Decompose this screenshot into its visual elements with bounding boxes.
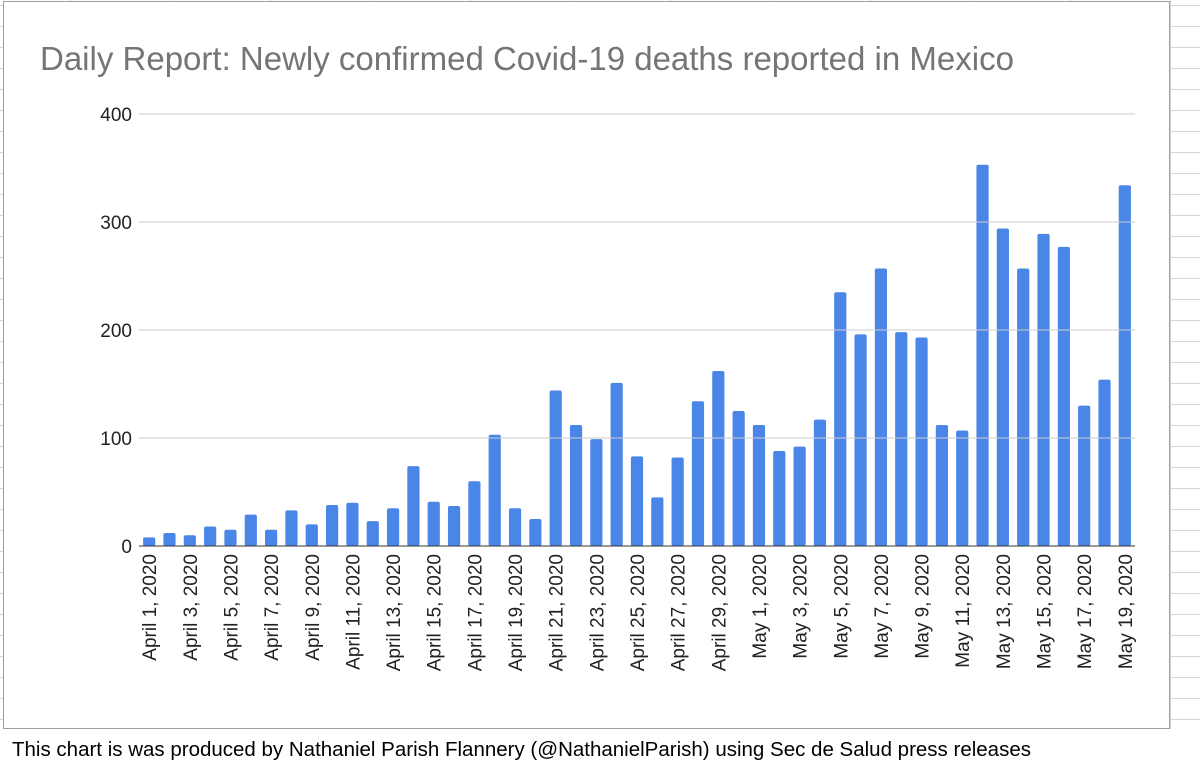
bar[interactable]: May 4, 2020: 117 [813, 419, 827, 546]
x-tick-label: May 7, 2020 [872, 554, 893, 659]
bar[interactable]: April 11, 2020: 40 [346, 502, 359, 546]
x-tick-label: April 1, 2020 [140, 554, 161, 661]
x-tick-label: May 5, 2020 [831, 554, 852, 659]
x-tick-label: April 11, 2020 [343, 554, 364, 670]
x-tick-label: April 7, 2020 [262, 554, 283, 661]
x-tick-label: April 21, 2020 [547, 554, 568, 671]
x-tick-label: April 15, 2020 [425, 554, 446, 671]
bar[interactable]: April 14, 2020: 74 [407, 466, 420, 546]
bar[interactable]: April 9, 2020: 20 [305, 524, 318, 546]
x-tick-label: April 23, 2020 [587, 554, 608, 671]
bar[interactable]: April 26, 2020: 45 [651, 497, 664, 546]
x-tick-label: April 3, 2020 [181, 554, 202, 661]
bar[interactable]: April 8, 2020: 33 [285, 510, 298, 546]
bar[interactable]: May 14, 2020: 257 [1017, 268, 1030, 546]
y-tick-label: 100 [100, 429, 132, 450]
chart-plot: April 1, 2020: 8 April 2, 2020: 12 April 3… [100, 105, 1137, 671]
bar[interactable]: May 2, 2020: 88 [773, 450, 786, 546]
bar[interactable]: April 19, 2020: 35 [508, 508, 522, 546]
y-tick-label: 300 [100, 213, 132, 234]
bar[interactable]: May 8, 2020: 198 [895, 332, 908, 546]
bar[interactable]: May 16, 2020: 277 [1057, 246, 1070, 546]
bar[interactable]: April 25, 2020: 83 [630, 456, 644, 546]
bar[interactable]: May 6, 2020: 196 [854, 334, 867, 546]
bar[interactable]: April 20, 2020: 25 [529, 519, 542, 546]
bar[interactable]: April 5, 2020: 15 [224, 529, 237, 546]
y-tick-label: 400 [100, 105, 132, 126]
bars: April 1, 2020: 8 April 2, 2020: 12 April 3… [143, 164, 1131, 547]
x-tick-label: April 5, 2020 [221, 554, 242, 661]
x-tick-label: April 17, 2020 [465, 554, 486, 671]
bar[interactable]: April 15, 2020: 41 [427, 501, 440, 546]
gridlines [139, 113, 1135, 439]
bar[interactable]: April 16, 2020: 37 [447, 506, 461, 546]
x-tick-label: April 9, 2020 [303, 554, 324, 661]
bar[interactable]: April 12, 2020: 23 [366, 521, 379, 546]
bar[interactable]: April 4, 2020: 18 [204, 526, 217, 546]
x-tick-label: May 13, 2020 [994, 554, 1015, 669]
x-tick-label: May 15, 2020 [1035, 554, 1056, 669]
x-tick-label: May 19, 2020 [1116, 554, 1137, 669]
bar[interactable]: April 27, 2020: 82 [671, 457, 684, 546]
x-tick-label: May 1, 2020 [750, 554, 771, 659]
y-tick-label: 0 [121, 537, 132, 558]
bar[interactable]: May 19, 2020: 334 [1118, 185, 1131, 546]
x-tick-label: April 13, 2020 [384, 554, 405, 671]
footer: This chart is was produced by Nathaniel … [0, 729, 1200, 769]
bar[interactable]: May 12, 2020: 353 [976, 164, 989, 546]
bar[interactable]: May 5, 2020: 235 [834, 292, 847, 546]
bar[interactable]: April 13, 2020: 35 [386, 508, 400, 546]
y-tick-label: 200 [100, 321, 132, 342]
bar[interactable]: May 15, 2020: 289 [1037, 233, 1050, 546]
x-tick-label: May 3, 2020 [791, 554, 812, 659]
y-axis-ticks: 0 100 200 300 400 [100, 105, 132, 558]
bar[interactable]: April 22, 2020: 112 [569, 425, 583, 546]
bar[interactable]: May 7, 2020: 257 [874, 268, 888, 546]
bar[interactable]: May 9, 2020: 193 [915, 337, 928, 546]
x-axis-ticks: April 1, 2020 April 3, 2020 April 5, 2020 A… [140, 554, 1137, 671]
bar[interactable]: May 17, 2020: 130 [1078, 405, 1091, 546]
x-tick-label: April 25, 2020 [628, 554, 649, 671]
bar[interactable]: April 30, 2020: 125 [732, 411, 745, 546]
bar[interactable]: April 29, 2020: 162 [712, 371, 725, 546]
bar[interactable]: April 18, 2020: 103 [488, 434, 501, 546]
x-tick-label: May 9, 2020 [913, 554, 934, 659]
x-tick-label: April 27, 2020 [669, 554, 690, 671]
chart-container[interactable]: Daily Report: Newly confirmed Covid-19 d… [3, 1, 1170, 729]
x-tick-label: May 11, 2020 [953, 554, 974, 668]
bar[interactable]: April 23, 2020: 99 [590, 439, 603, 546]
bar[interactable]: May 13, 2020: 294 [996, 228, 1009, 547]
bar[interactable]: April 17, 2020: 60 [468, 481, 481, 546]
bar[interactable]: April 24, 2020: 151 [610, 382, 623, 546]
bar[interactable]: May 1, 2020: 112 [752, 425, 766, 546]
bar[interactable]: April 7, 2020: 15 [265, 529, 278, 546]
bar[interactable]: April 21, 2020: 144 [549, 390, 562, 546]
x-tick-label: April 29, 2020 [709, 554, 730, 671]
bar[interactable]: April 3, 2020: 10 [183, 535, 196, 546]
chart-title: Daily Report: Newly confirmed Covid-19 d… [40, 40, 1014, 77]
bar[interactable]: April 28, 2020: 134 [691, 401, 705, 546]
bar[interactable]: April 2, 2020: 12 [163, 533, 176, 546]
bar[interactable]: May 18, 2020: 154 [1098, 379, 1111, 546]
bar[interactable]: May 10, 2020: 112 [935, 425, 948, 546]
bar[interactable]: April 1, 2020: 8 [143, 537, 156, 546]
bar[interactable]: May 3, 2020: 92 [793, 446, 806, 546]
x-tick-label: May 17, 2020 [1075, 554, 1096, 669]
bar[interactable]: May 11, 2020: 107 [956, 430, 969, 546]
x-tick-label: April 19, 2020 [506, 554, 527, 671]
bar[interactable]: April 10, 2020: 38 [326, 504, 339, 546]
bar[interactable]: April 6, 2020: 29 [244, 514, 257, 546]
footer-credit-text: This chart is was produced by Nathaniel … [12, 738, 1031, 761]
